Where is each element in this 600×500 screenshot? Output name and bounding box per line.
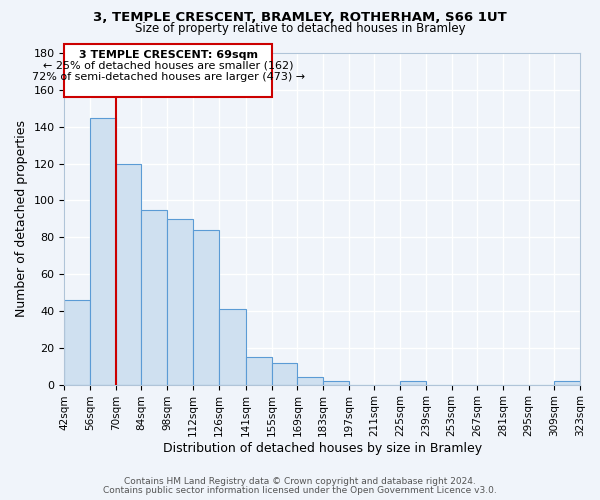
Bar [142,210,167,384]
Text: Contains HM Land Registry data © Crown copyright and database right 2024.: Contains HM Land Registry data © Crown c… [124,477,476,486]
Text: 72% of semi-detached houses are larger (473) →: 72% of semi-detached houses are larger (… [32,72,305,82]
Y-axis label: Number of detached properties: Number of detached properties [15,120,28,318]
Bar [554,381,580,384]
Bar [272,362,298,384]
Bar [167,219,193,384]
Text: Size of property relative to detached houses in Bramley: Size of property relative to detached ho… [134,22,466,35]
Bar [193,230,218,384]
Bar [400,381,426,384]
Text: Contains public sector information licensed under the Open Government Licence v3: Contains public sector information licen… [103,486,497,495]
Bar [90,118,116,384]
Bar [218,309,246,384]
Bar [246,357,272,384]
Bar [323,381,349,384]
Bar [298,377,323,384]
Bar [64,300,90,384]
Text: 3 TEMPLE CRESCENT: 69sqm: 3 TEMPLE CRESCENT: 69sqm [79,50,257,59]
Text: ← 25% of detached houses are smaller (162): ← 25% of detached houses are smaller (16… [43,60,293,70]
FancyBboxPatch shape [64,44,272,98]
Bar [116,164,142,384]
Text: 3, TEMPLE CRESCENT, BRAMLEY, ROTHERHAM, S66 1UT: 3, TEMPLE CRESCENT, BRAMLEY, ROTHERHAM, … [93,11,507,24]
X-axis label: Distribution of detached houses by size in Bramley: Distribution of detached houses by size … [163,442,482,455]
